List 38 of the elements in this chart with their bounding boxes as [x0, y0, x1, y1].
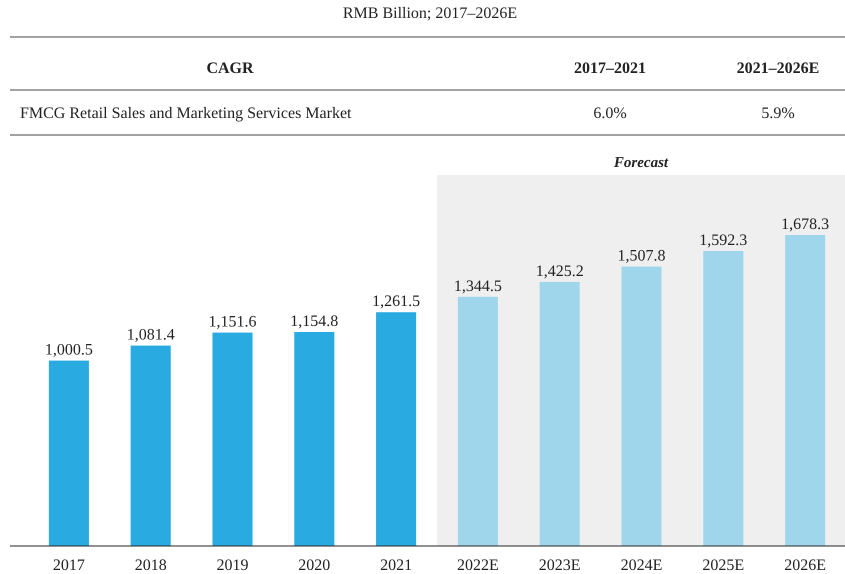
text: CAGR: [206, 60, 254, 77]
x-tick-label: 2022E: [457, 557, 499, 574]
bar: [130, 346, 171, 546]
text: FMCG Retail Sales and Marketing Services Market: [20, 105, 352, 122]
x-tick-label: 2017: [52, 557, 85, 574]
bar: [376, 312, 416, 546]
data-label: 1,081.4: [126, 326, 175, 344]
bar: [703, 250, 744, 546]
data-label: 1,000.5: [44, 342, 93, 359]
data-label: 1,592.3: [699, 232, 748, 249]
data-label: 1,154.8: [290, 313, 338, 330]
x-tick-label: 2021: [380, 557, 412, 574]
text: 6.0%: [593, 105, 627, 122]
x-tick-label: 2019: [216, 557, 248, 574]
text: 2021–2026E: [736, 60, 820, 77]
x-tick-label: 2020: [298, 557, 330, 574]
data-label: 1,261.5: [372, 293, 420, 310]
x-tick-label: 2025E: [702, 557, 744, 574]
data-label: 1,678.3: [781, 216, 830, 233]
text: 5.9%: [761, 105, 795, 122]
bar: [785, 235, 826, 546]
bar: [48, 360, 89, 546]
bar: [294, 332, 334, 546]
bar: [458, 296, 498, 546]
x-tick-label: 2018: [134, 557, 167, 574]
band-label: Forecast: [612, 155, 669, 171]
x-tick-label: 2023E: [538, 557, 581, 574]
bar: [540, 282, 580, 546]
data-label: 1,507.8: [618, 248, 666, 265]
data-label: 1,151.6: [208, 314, 256, 331]
bar: [212, 332, 253, 546]
chart-subtitle: RMB Billion; 2017–2026E: [342, 5, 518, 22]
x-tick-label: 2024E: [620, 557, 662, 574]
text: 2017–2021: [574, 60, 646, 77]
x-tick-label: 2026E: [784, 557, 826, 574]
data-label: 1,425.2: [536, 262, 584, 280]
data-label: 1,344.5: [454, 278, 502, 295]
bar: [621, 266, 662, 546]
